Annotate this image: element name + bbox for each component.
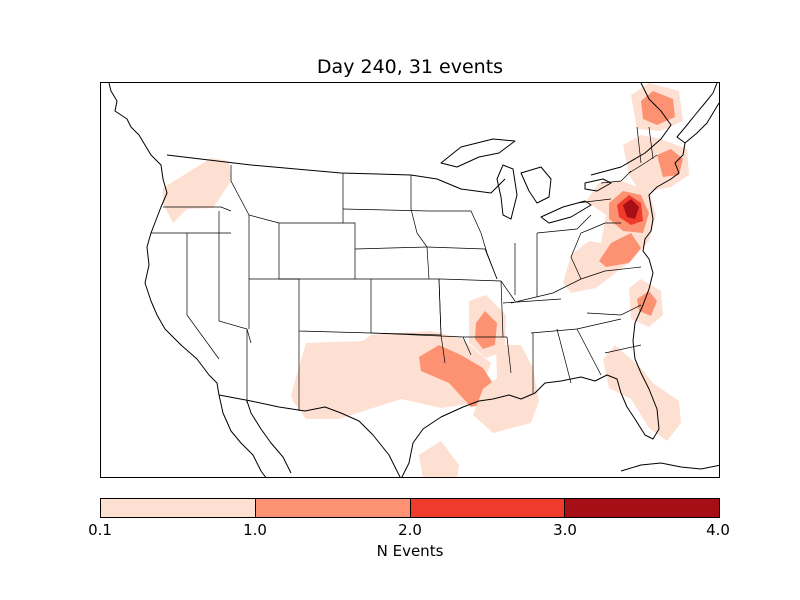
coastline-west (108, 83, 220, 396)
lake-superior (440, 138, 516, 168)
event-region-maryland-peak (623, 199, 639, 219)
state-line (163, 206, 232, 212)
colorbar-bin-3 (564, 499, 719, 517)
state-line (186, 233, 220, 360)
state-line (530, 318, 622, 334)
border-mexico-us (218, 394, 401, 477)
event-region-massachusetts (657, 149, 683, 177)
colorbar-tick-label: 0.1 (88, 521, 112, 539)
state-line (576, 198, 612, 204)
state-line (218, 211, 252, 344)
event-region-pacific-northwest (163, 158, 231, 223)
lake-michigan (496, 164, 518, 220)
lake-ontario (584, 178, 612, 192)
coastline-caribbean-cuba (620, 462, 719, 472)
state-line (230, 165, 280, 224)
event-region-florida (603, 345, 681, 441)
state-line (502, 298, 562, 304)
event-region-arkansas (475, 311, 497, 349)
border-canada-us (166, 154, 506, 194)
state-line (279, 222, 356, 279)
colorbar-tick-label: 2.0 (398, 521, 422, 539)
colorbar (100, 498, 720, 518)
state-line (570, 228, 592, 280)
state-line (556, 328, 572, 384)
coastline-baja (218, 394, 267, 477)
state-line (354, 246, 428, 250)
state-line (586, 304, 642, 316)
colorbar-tick-label: 3.0 (553, 521, 577, 539)
state-line (648, 126, 654, 160)
state-line (536, 214, 592, 234)
state-line (500, 280, 504, 338)
state-line (440, 334, 446, 364)
state-line (438, 278, 442, 336)
coastline-east (632, 83, 718, 360)
colorbar-bin-1 (254, 499, 410, 517)
state-line (636, 126, 642, 164)
basemap-layer (108, 83, 719, 477)
coastline-gulf (401, 358, 660, 477)
state-line (342, 208, 430, 212)
event-density-layer (163, 83, 689, 477)
state-line (416, 232, 430, 280)
event-region-louisiana (473, 345, 539, 433)
lake-huron (520, 166, 552, 204)
state-line (298, 279, 372, 334)
state-line (590, 222, 621, 230)
colorbar-tick-label: 1.0 (243, 521, 267, 539)
colorbar-tick-label: 4.0 (706, 521, 730, 539)
event-region-south-texas (419, 441, 459, 477)
state-line (429, 210, 482, 234)
state-line (370, 278, 442, 336)
state-line (576, 328, 602, 376)
state-line (440, 278, 516, 302)
state-line (410, 175, 418, 234)
colorbar-bin-0 (101, 499, 255, 517)
map-title: Day 240, 31 events (316, 56, 504, 78)
state-line (600, 170, 632, 184)
state-line (604, 344, 642, 354)
coastline-maritimes (684, 102, 719, 144)
event-region-virginia (599, 233, 641, 267)
map-svg (108, 83, 719, 477)
coastline-gulf-of-california (246, 400, 292, 474)
state-line (480, 232, 498, 280)
state-line (506, 336, 512, 374)
lake-erie (540, 200, 592, 224)
border-canada-us-east (590, 83, 672, 176)
colorbar-bin-2 (409, 499, 565, 517)
colorbar-label: N Events (376, 542, 444, 560)
state-borders (151, 126, 658, 411)
event-region-north-carolina (637, 291, 657, 316)
state-line (278, 223, 299, 280)
map-panel (100, 82, 720, 478)
event-region-oklahoma (419, 345, 496, 407)
